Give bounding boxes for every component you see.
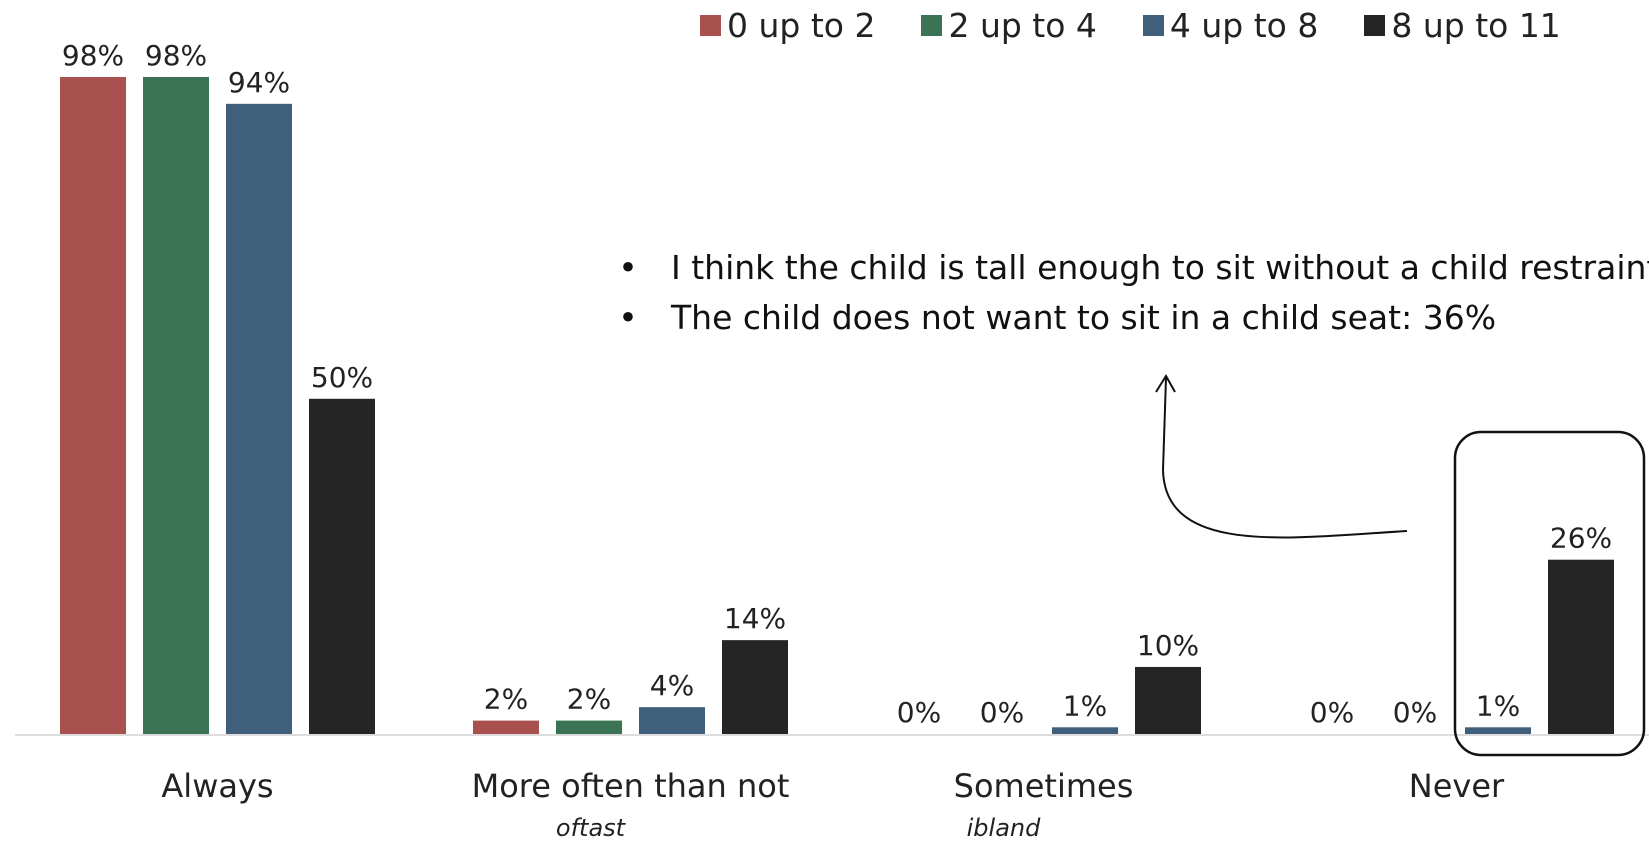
legend-item: 8 up to 11 [1364,6,1561,45]
legend-label: 8 up to 11 [1391,6,1561,45]
category-sublabel: oftast [556,814,627,842]
legend-label: 2 up to 4 [948,6,1097,45]
data-label: 10% [1137,629,1199,662]
category-label: Always [161,767,273,805]
bar [722,640,788,734]
legend-label: 4 up to 8 [1169,6,1319,45]
legend-swatch [921,15,943,36]
category-label: More often than not [472,767,790,805]
data-label: 1% [1476,689,1520,722]
data-label: 2% [567,683,611,716]
bar [309,398,375,734]
data-label: 14% [724,602,786,635]
reason-item: • The child does not want to sit in a ch… [613,293,1649,343]
legend-swatch [1364,15,1386,36]
bar [1465,727,1531,734]
data-label: 98% [62,39,124,72]
bars-layer [60,77,1614,734]
bullet-icon: • [618,248,638,287]
bar [639,707,705,734]
data-label: 1% [1063,689,1107,722]
legend: 0 up to 2 2 up to 4 4 up to 8 8 up to 11 [700,6,1561,45]
highlight-box [1453,430,1646,757]
data-label: 2% [484,683,528,716]
reason-text: I think the child is tall enough to sit … [671,248,1649,287]
legend-swatch [700,15,721,36]
reason-text: The child does not want to sit in a chil… [671,298,1497,337]
data-label: 4% [650,669,694,702]
category-labels-layer: Always More often than not oftast Sometimes… [161,767,1505,842]
legend-item: 0 up to 2 [700,6,875,45]
bar [143,77,209,734]
bar [1548,559,1614,734]
bar [1052,727,1118,734]
arrow-head [1155,374,1176,393]
bar [556,720,622,734]
bar [60,77,126,734]
bar [473,720,539,734]
legend-swatch [1142,15,1164,36]
category-sublabel: ibland [967,814,1041,842]
data-label: 0% [1393,696,1437,729]
data-label: 0% [897,696,941,729]
data-label: 26% [1550,522,1612,555]
data-label: 0% [1310,696,1354,729]
curved-arrow-icon [1155,374,1408,539]
bullet-icon: • [618,298,638,337]
category-label: Sometimes [954,767,1134,805]
legend-label: 0 up to 2 [727,6,876,45]
reason-item: • I think the child is tall enough to si… [613,243,1649,293]
data-label: 94% [228,66,290,99]
category-label: Never [1409,767,1505,805]
curved-arrow-path [1161,377,1408,539]
data-labels-layer: 98% 98% 94% 50% 2% 2% 4% 14% 0% 0% 1% 10% 0% 0% 1% 26% [62,39,1612,729]
data-label: 0% [980,696,1024,729]
reasons-annotation: • I think the child is tall enough to si… [613,243,1649,343]
data-label: 50% [311,361,373,394]
legend-item: 4 up to 8 [1142,6,1319,45]
data-label: 98% [145,39,207,72]
bar [1135,666,1201,734]
legend-item: 2 up to 4 [921,6,1097,45]
bar [226,103,292,734]
